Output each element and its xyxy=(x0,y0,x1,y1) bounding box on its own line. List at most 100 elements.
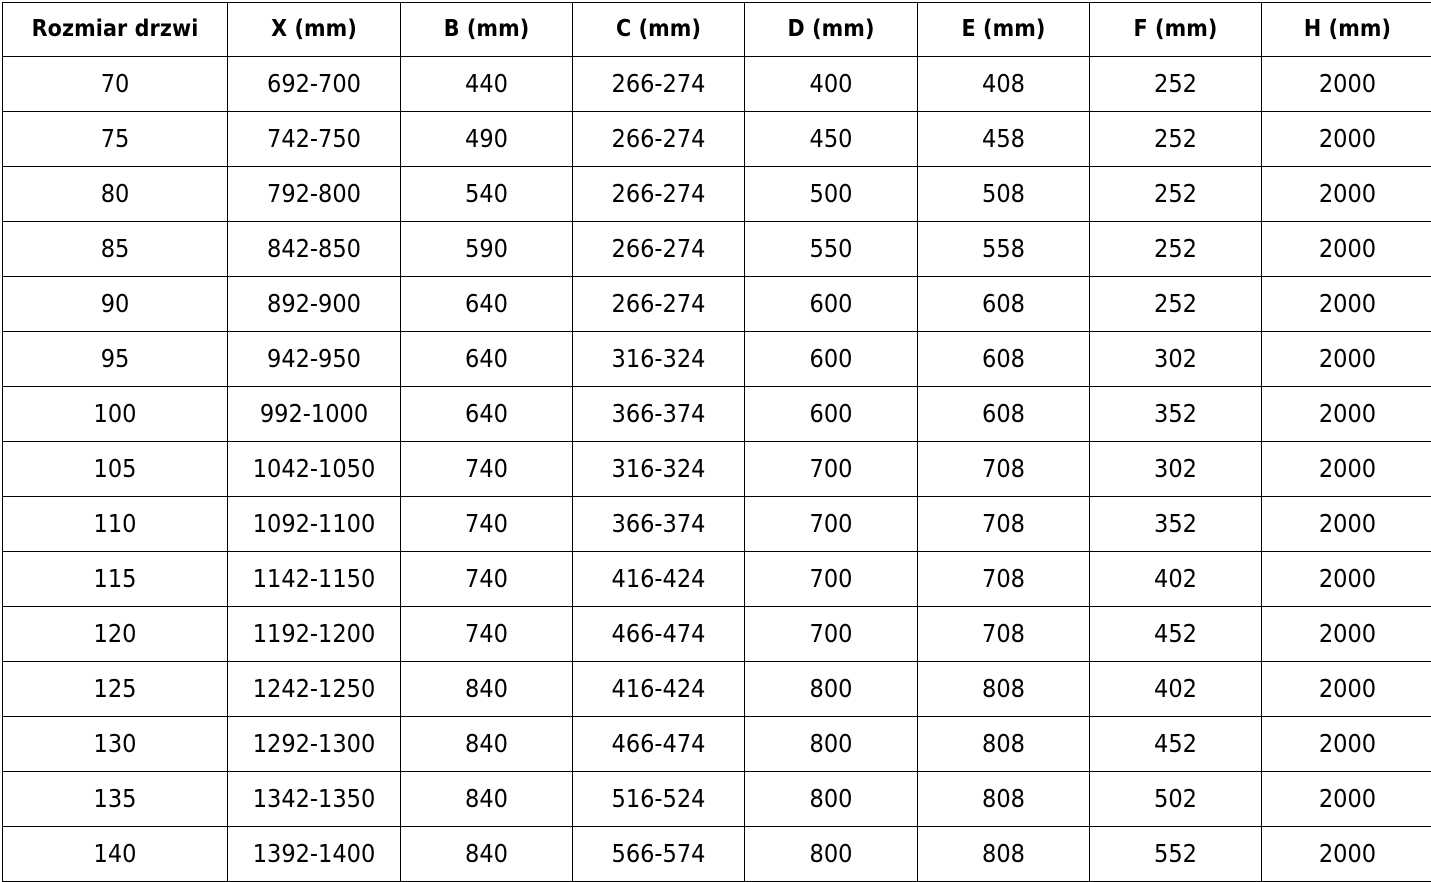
table-row: 85 842-850 590 266-274 550 558 252 2000 xyxy=(3,222,1431,277)
cell-c: 466-474 xyxy=(573,717,745,772)
cell-h: 2000 xyxy=(1262,552,1431,607)
cell-d: 800 xyxy=(745,827,918,882)
table-header: Rozmiar drzwi X (mm) B (mm) C (mm) D (mm… xyxy=(3,3,1431,57)
table-body: 70 692-700 440 266-274 400 408 252 2000 … xyxy=(3,57,1431,882)
cell-e: 808 xyxy=(918,717,1090,772)
table-row: 125 1242-1250 840 416-424 800 808 402 20… xyxy=(3,662,1431,717)
cell-rozmiar-drzwi: 100 xyxy=(3,387,228,442)
cell-c: 416-424 xyxy=(573,552,745,607)
cell-rozmiar-drzwi: 105 xyxy=(3,442,228,497)
cell-x: 792-800 xyxy=(228,167,401,222)
cell-f: 452 xyxy=(1090,717,1262,772)
cell-e: 458 xyxy=(918,112,1090,167)
cell-h: 2000 xyxy=(1262,772,1431,827)
table-row: 105 1042-1050 740 316-324 700 708 302 20… xyxy=(3,442,1431,497)
cell-x: 742-750 xyxy=(228,112,401,167)
cell-f: 402 xyxy=(1090,552,1262,607)
cell-rozmiar-drzwi: 95 xyxy=(3,332,228,387)
cell-e: 808 xyxy=(918,772,1090,827)
cell-b: 740 xyxy=(401,607,573,662)
table-row: 140 1392-1400 840 566-574 800 808 552 20… xyxy=(3,827,1431,882)
cell-h: 2000 xyxy=(1262,497,1431,552)
cell-b: 740 xyxy=(401,497,573,552)
cell-e: 558 xyxy=(918,222,1090,277)
cell-e: 808 xyxy=(918,827,1090,882)
column-header-b: B (mm) xyxy=(401,3,573,57)
table-row: 75 742-750 490 266-274 450 458 252 2000 xyxy=(3,112,1431,167)
cell-d: 600 xyxy=(745,387,918,442)
column-header-d: D (mm) xyxy=(745,3,918,57)
cell-c: 516-524 xyxy=(573,772,745,827)
table-row: 100 992-1000 640 366-374 600 608 352 200… xyxy=(3,387,1431,442)
table-row: 90 892-900 640 266-274 600 608 252 2000 xyxy=(3,277,1431,332)
cell-e: 708 xyxy=(918,607,1090,662)
cell-c: 566-574 xyxy=(573,827,745,882)
cell-d: 700 xyxy=(745,552,918,607)
column-header-f: F (mm) xyxy=(1090,3,1262,57)
cell-h: 2000 xyxy=(1262,57,1431,112)
cell-b: 840 xyxy=(401,717,573,772)
cell-h: 2000 xyxy=(1262,277,1431,332)
cell-x: 892-900 xyxy=(228,277,401,332)
table-row: 120 1192-1200 740 466-474 700 708 452 20… xyxy=(3,607,1431,662)
cell-rozmiar-drzwi: 115 xyxy=(3,552,228,607)
table-row: 130 1292-1300 840 466-474 800 808 452 20… xyxy=(3,717,1431,772)
cell-c: 366-374 xyxy=(573,387,745,442)
cell-c: 266-274 xyxy=(573,57,745,112)
cell-h: 2000 xyxy=(1262,387,1431,442)
cell-h: 2000 xyxy=(1262,167,1431,222)
table-row: 110 1092-1100 740 366-374 700 708 352 20… xyxy=(3,497,1431,552)
cell-rozmiar-drzwi: 75 xyxy=(3,112,228,167)
cell-rozmiar-drzwi: 70 xyxy=(3,57,228,112)
cell-c: 266-274 xyxy=(573,277,745,332)
cell-x: 1242-1250 xyxy=(228,662,401,717)
column-header-rozmiar-drzwi: Rozmiar drzwi xyxy=(3,3,228,57)
cell-d: 800 xyxy=(745,772,918,827)
cell-b: 440 xyxy=(401,57,573,112)
cell-c: 416-424 xyxy=(573,662,745,717)
cell-b: 590 xyxy=(401,222,573,277)
cell-x: 992-1000 xyxy=(228,387,401,442)
cell-f: 252 xyxy=(1090,167,1262,222)
cell-d: 600 xyxy=(745,332,918,387)
cell-b: 840 xyxy=(401,662,573,717)
cell-d: 700 xyxy=(745,607,918,662)
cell-c: 316-324 xyxy=(573,442,745,497)
cell-rozmiar-drzwi: 120 xyxy=(3,607,228,662)
column-header-e: E (mm) xyxy=(918,3,1090,57)
cell-c: 466-474 xyxy=(573,607,745,662)
table-row: 80 792-800 540 266-274 500 508 252 2000 xyxy=(3,167,1431,222)
cell-f: 452 xyxy=(1090,607,1262,662)
cell-f: 502 xyxy=(1090,772,1262,827)
table-row: 70 692-700 440 266-274 400 408 252 2000 xyxy=(3,57,1431,112)
cell-d: 500 xyxy=(745,167,918,222)
cell-h: 2000 xyxy=(1262,222,1431,277)
cell-e: 508 xyxy=(918,167,1090,222)
cell-f: 552 xyxy=(1090,827,1262,882)
cell-f: 352 xyxy=(1090,497,1262,552)
table-header-row: Rozmiar drzwi X (mm) B (mm) C (mm) D (mm… xyxy=(3,3,1431,57)
cell-x: 692-700 xyxy=(228,57,401,112)
cell-b: 640 xyxy=(401,387,573,442)
table-row: 135 1342-1350 840 516-524 800 808 502 20… xyxy=(3,772,1431,827)
cell-rozmiar-drzwi: 80 xyxy=(3,167,228,222)
cell-b: 640 xyxy=(401,332,573,387)
cell-h: 2000 xyxy=(1262,607,1431,662)
cell-b: 490 xyxy=(401,112,573,167)
cell-rozmiar-drzwi: 140 xyxy=(3,827,228,882)
cell-x: 1392-1400 xyxy=(228,827,401,882)
cell-e: 608 xyxy=(918,277,1090,332)
cell-h: 2000 xyxy=(1262,112,1431,167)
cell-h: 2000 xyxy=(1262,662,1431,717)
cell-x: 942-950 xyxy=(228,332,401,387)
column-header-h: H (mm) xyxy=(1262,3,1431,57)
cell-x: 842-850 xyxy=(228,222,401,277)
cell-rozmiar-drzwi: 125 xyxy=(3,662,228,717)
cell-rozmiar-drzwi: 110 xyxy=(3,497,228,552)
cell-f: 302 xyxy=(1090,332,1262,387)
cell-rozmiar-drzwi: 135 xyxy=(3,772,228,827)
cell-b: 540 xyxy=(401,167,573,222)
cell-f: 252 xyxy=(1090,112,1262,167)
cell-b: 840 xyxy=(401,827,573,882)
